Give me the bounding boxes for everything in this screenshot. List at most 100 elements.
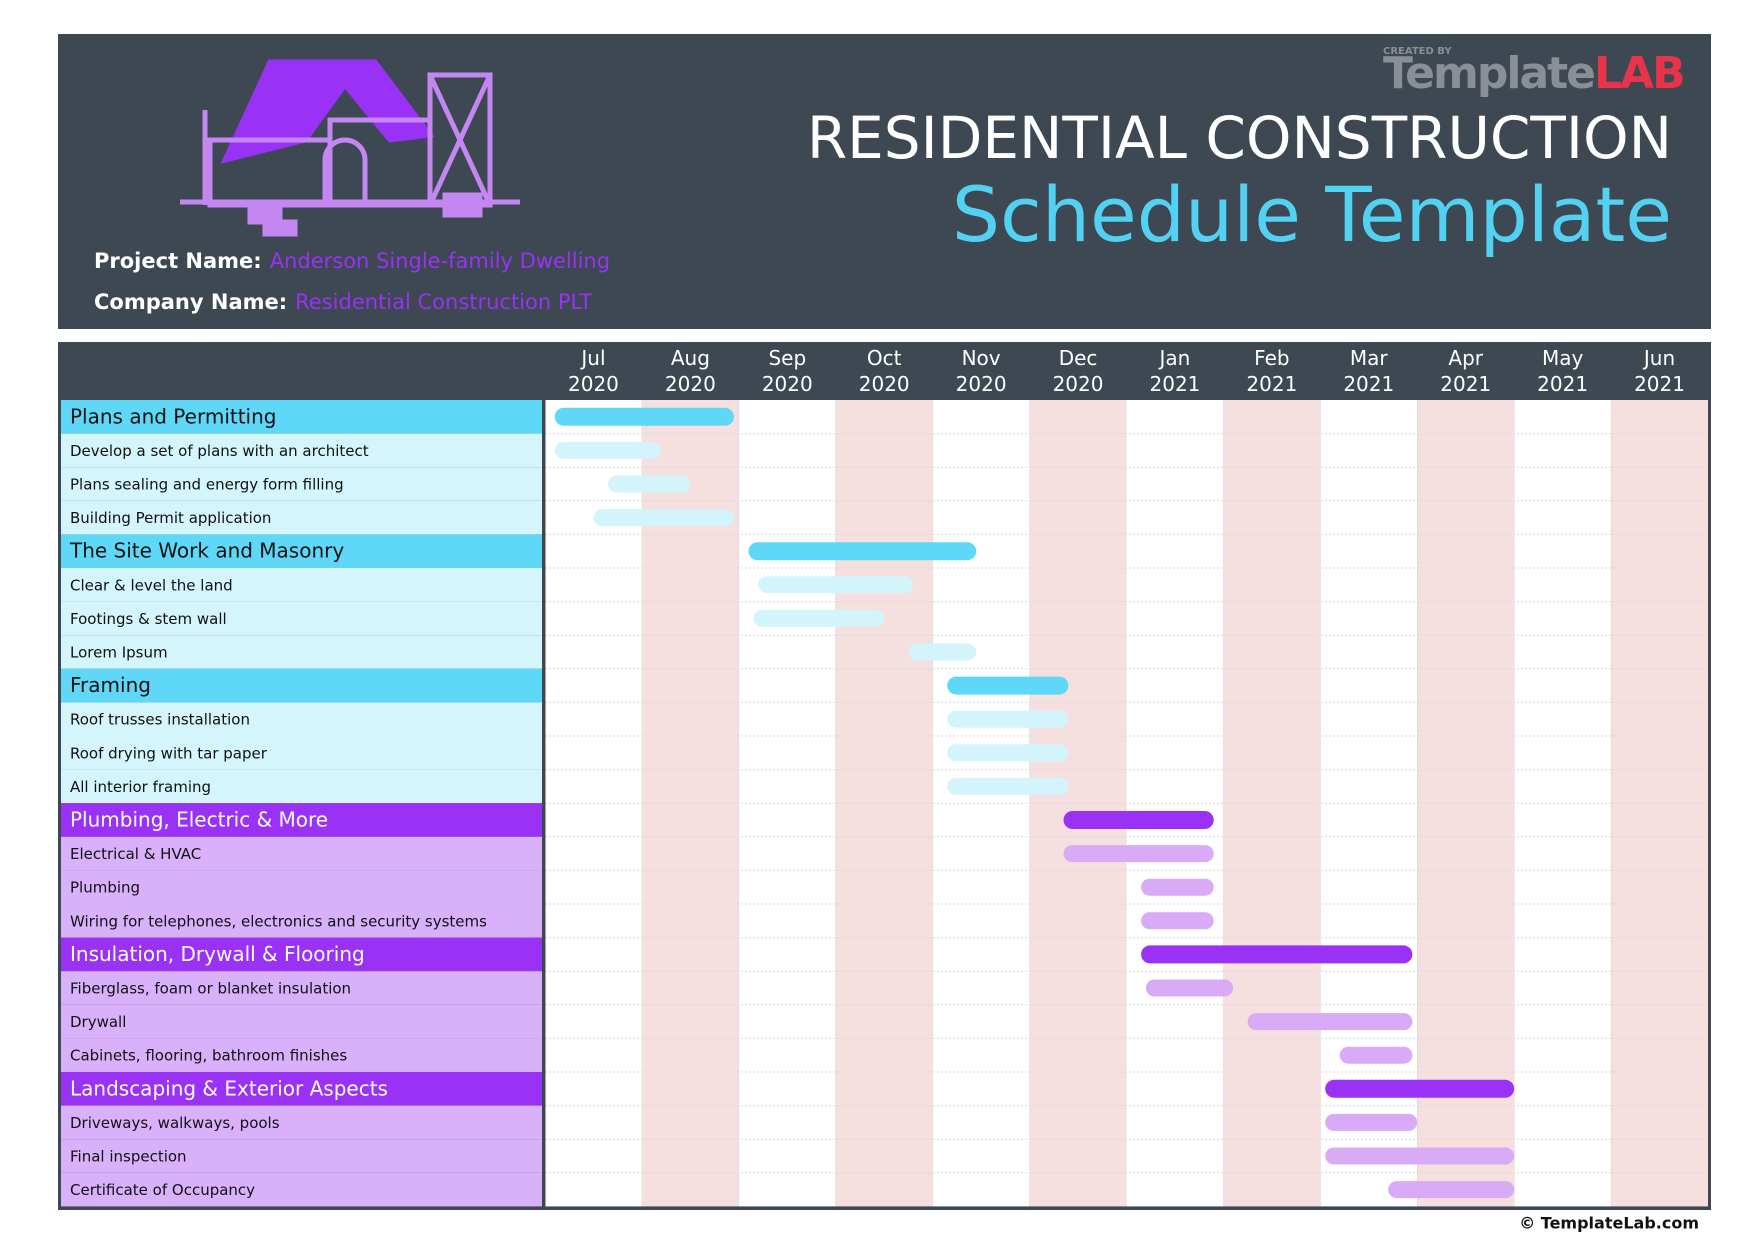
task-label-bg xyxy=(61,736,542,770)
group-label: Plans and Permitting xyxy=(70,404,276,428)
group-label-bg xyxy=(61,668,542,703)
logo: TemplateLAB xyxy=(1383,48,1684,99)
task-label-bg xyxy=(61,635,542,669)
task-label: Plumbing xyxy=(70,879,140,897)
title: RESIDENTIAL CONSTRUCTION xyxy=(807,104,1672,172)
task-label: Building Permit application xyxy=(70,509,271,527)
x-tick-label: Apr 2021 xyxy=(1440,346,1491,396)
gantt-bar xyxy=(1145,979,1234,997)
company-name: Residential Construction PLT xyxy=(295,290,592,314)
x-tick-label: Jul 2020 xyxy=(568,346,619,396)
gantt-bar xyxy=(1325,1113,1418,1131)
gantt-bar xyxy=(947,777,1069,795)
gantt-bar xyxy=(758,576,914,594)
task-label-bg xyxy=(61,769,542,804)
x-tick-label: Nov 2020 xyxy=(956,346,1007,396)
task-label: Roof trusses installation xyxy=(70,711,250,729)
task-label: Lorem Ipsum xyxy=(70,644,168,662)
x-tick-label: Mar 2021 xyxy=(1343,346,1394,396)
logo-accent: LAB xyxy=(1594,48,1684,99)
subtitle: Schedule Template xyxy=(952,170,1672,259)
task-label-bg xyxy=(61,836,542,871)
group-label: Landscaping & Exterior Aspects xyxy=(70,1076,388,1100)
task-label: Fiberglass, foam or blanket insulation xyxy=(70,980,351,998)
task-label-bg xyxy=(61,870,542,904)
task-label-bg xyxy=(61,1139,542,1173)
gantt-bar xyxy=(1063,811,1214,829)
task-label-bg xyxy=(61,467,542,501)
x-tick-label: Feb 2021 xyxy=(1246,346,1297,396)
task-label-bg xyxy=(61,904,542,938)
task-label-bg xyxy=(61,702,542,736)
gantt-bar xyxy=(947,676,1069,695)
project-line: Project Name: Anderson Single-family Dwel… xyxy=(94,249,610,273)
group-label-bg xyxy=(61,803,542,837)
task-label-bg xyxy=(61,500,542,535)
task-label: Final inspection xyxy=(70,1148,187,1166)
logo-illustration xyxy=(180,59,520,237)
month-column xyxy=(1223,400,1321,1207)
x-tick-label: May 2021 xyxy=(1537,346,1588,396)
gantt-bar xyxy=(947,744,1069,762)
x-tick-label: Aug 2020 xyxy=(665,346,716,396)
group-label-bg xyxy=(61,1072,542,1106)
task-label-bg xyxy=(61,1004,542,1039)
task-label-bg xyxy=(61,1172,542,1207)
gantt-bar xyxy=(554,441,662,459)
x-tick-label: Sep 2020 xyxy=(762,346,813,396)
group-label-bg xyxy=(61,400,542,434)
gantt-bar xyxy=(1247,1013,1413,1031)
gantt-bar xyxy=(947,710,1069,728)
task-label: Driveways, walkways, pools xyxy=(70,1114,280,1132)
task-label: Plans sealing and energy form filling xyxy=(70,476,344,494)
gantt-bar xyxy=(753,609,885,627)
gantt-bar xyxy=(593,509,734,527)
task-label: Roof drying with tar paper xyxy=(70,744,268,762)
gantt-bar xyxy=(1141,878,1214,896)
logo-main: Template xyxy=(1383,48,1594,99)
project-name: Anderson Single-family Dwelling xyxy=(270,249,610,273)
task-label: Certificate of Occupancy xyxy=(70,1181,255,1199)
footer: © TemplateLab.com xyxy=(1519,1214,1699,1233)
gantt-bar xyxy=(1063,845,1214,863)
gantt-bar xyxy=(1325,1079,1515,1098)
task-label: Develop a set of plans with an architect xyxy=(70,442,369,460)
group-label-bg xyxy=(61,937,542,972)
gantt-bar xyxy=(908,643,977,661)
task-label: Clear & level the land xyxy=(70,576,233,594)
group-label: Plumbing, Electric & More xyxy=(70,808,328,832)
task-label: Drywall xyxy=(70,1013,126,1031)
group-label: Framing xyxy=(70,673,151,697)
gantt-bar xyxy=(607,475,691,493)
task-label-bg xyxy=(61,1105,542,1140)
task-label-bg xyxy=(61,568,542,602)
task-label: Footings & stem wall xyxy=(70,610,227,628)
group-label: Insulation, Drywall & Flooring xyxy=(70,942,365,966)
gantt-bar xyxy=(1325,1147,1515,1165)
month-column xyxy=(1611,400,1708,1207)
gantt-bar xyxy=(1339,1046,1413,1064)
task-label: All interior framing xyxy=(70,778,211,796)
company-label: Company Name: xyxy=(94,290,287,314)
month-column xyxy=(835,400,933,1207)
created-by: CREATED BY xyxy=(1383,46,1452,57)
gantt-bar xyxy=(748,542,977,561)
task-label-bg xyxy=(61,1038,542,1072)
task-label: Electrical & HVAC xyxy=(70,845,201,863)
group-label: The Site Work and Masonry xyxy=(69,539,344,563)
task-label: Cabinets, flooring, bathroom finishes xyxy=(70,1047,347,1065)
gantt-bar xyxy=(554,407,734,426)
gantt-bar xyxy=(1141,912,1214,930)
group-label-bg xyxy=(61,534,542,568)
task-label: Wiring for telephones, electronics and s… xyxy=(70,912,487,930)
x-tick-label: Dec 2020 xyxy=(1053,346,1104,396)
task-label-bg xyxy=(61,433,542,468)
x-tick-label: Oct 2020 xyxy=(859,346,910,396)
task-label-bg xyxy=(61,971,542,1005)
task-label-bg xyxy=(61,601,542,636)
gantt-bar xyxy=(1141,945,1413,964)
project-label: Project Name: xyxy=(94,249,262,273)
company-line: Company Name: Residential Construction PL… xyxy=(94,290,592,314)
x-tick-label: Jun 2021 xyxy=(1634,346,1685,396)
